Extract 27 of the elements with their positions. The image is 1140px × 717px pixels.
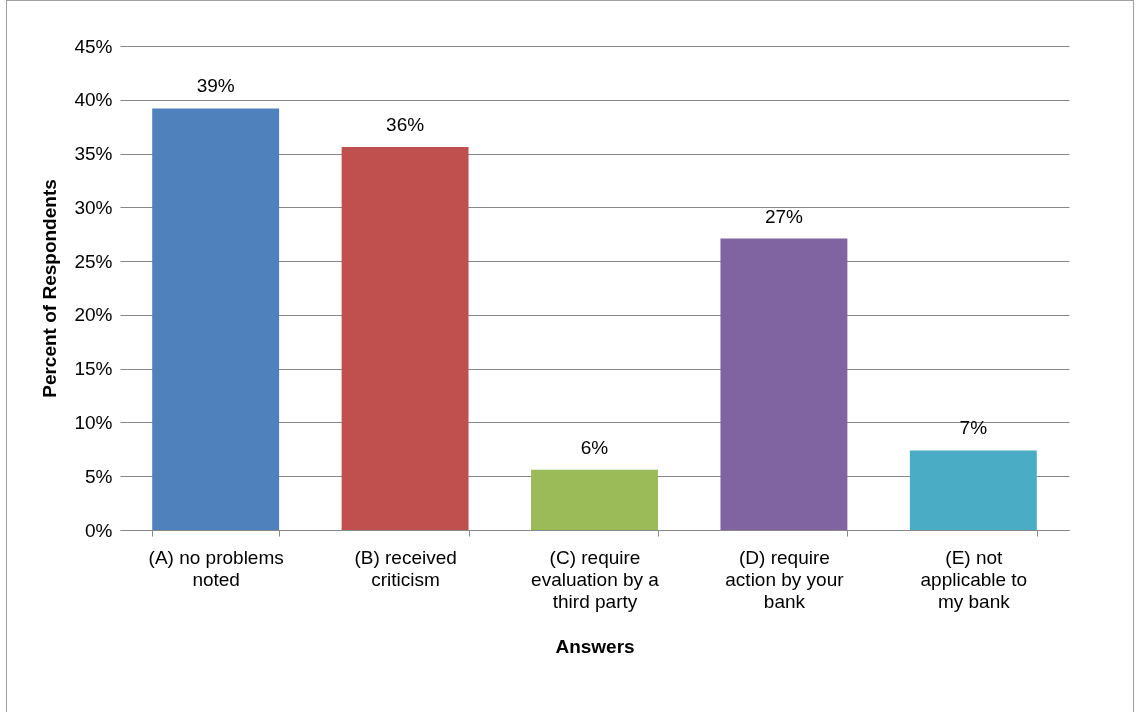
- bar: [152, 108, 280, 530]
- x-tick-label: (B) received criticism: [354, 546, 457, 590]
- x-tick-label: (A) no problems noted: [148, 546, 284, 590]
- y-axis-title: Percent of Respondents: [39, 179, 61, 398]
- x-tick-label: (C) require evaluation by a third party: [531, 546, 660, 612]
- bar: [909, 450, 1037, 530]
- data-label: 7%: [959, 417, 988, 439]
- y-tick-label: 40%: [74, 89, 113, 111]
- y-tick-label: 0%: [85, 519, 113, 541]
- y-tick-label: 30%: [74, 196, 113, 218]
- y-tick-label: 15%: [74, 358, 113, 380]
- bar: [341, 147, 469, 530]
- y-tick-label: 35%: [74, 143, 113, 165]
- y-tick-label: 10%: [74, 411, 113, 433]
- x-axis-title: Answers: [555, 635, 635, 657]
- data-label: 6%: [580, 436, 609, 458]
- data-label: 39%: [196, 75, 235, 97]
- bar: [531, 469, 658, 530]
- x-tick-label: (E) not applicable to my bank: [920, 546, 1028, 612]
- data-label: 36%: [386, 114, 425, 136]
- y-tick-label: 20%: [74, 304, 113, 326]
- y-tick-label: 25%: [74, 250, 113, 272]
- bar: [720, 238, 848, 530]
- data-label: 27%: [764, 205, 804, 227]
- y-tick-label: 45%: [74, 35, 113, 57]
- y-tick-label: 5%: [85, 465, 113, 487]
- x-tick-label: (D) require action by your bank: [725, 546, 845, 612]
